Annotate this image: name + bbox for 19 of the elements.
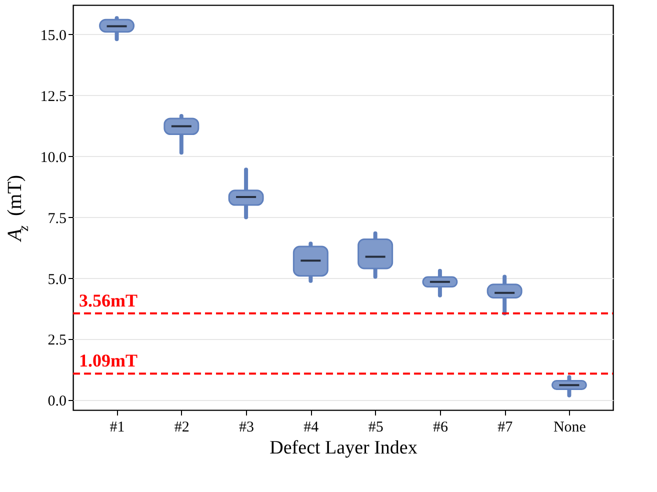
ref-line-label: 1.09mT — [79, 350, 138, 371]
x-tick-label: #1 — [110, 420, 125, 436]
x-tick-label: None — [553, 420, 586, 436]
y-tick-label: 2.5 — [48, 332, 66, 349]
x-tick-label: #3 — [239, 420, 254, 436]
y-tick-label: 5.0 — [48, 272, 66, 288]
x-tick-label: #2 — [174, 420, 190, 436]
y-axis-title: Az (mT) — [4, 174, 32, 243]
ref-line-label: 3.56mT — [79, 290, 138, 310]
x-tick-label: #4 — [304, 420, 320, 436]
x-tick-label: #5 — [368, 420, 384, 436]
x-tick-label: #6 — [432, 420, 448, 436]
x-tick-label: #7 — [498, 420, 514, 436]
x-axis-title: Defect Layer Index — [270, 438, 418, 458]
y-tick-label: 12.5 — [40, 88, 66, 105]
y-tick-label: 0.0 — [48, 394, 66, 410]
y-tick-label: 10.0 — [40, 150, 66, 166]
y-tick-label: 15.0 — [40, 28, 66, 44]
y-tick-label: 7.5 — [48, 210, 66, 227]
